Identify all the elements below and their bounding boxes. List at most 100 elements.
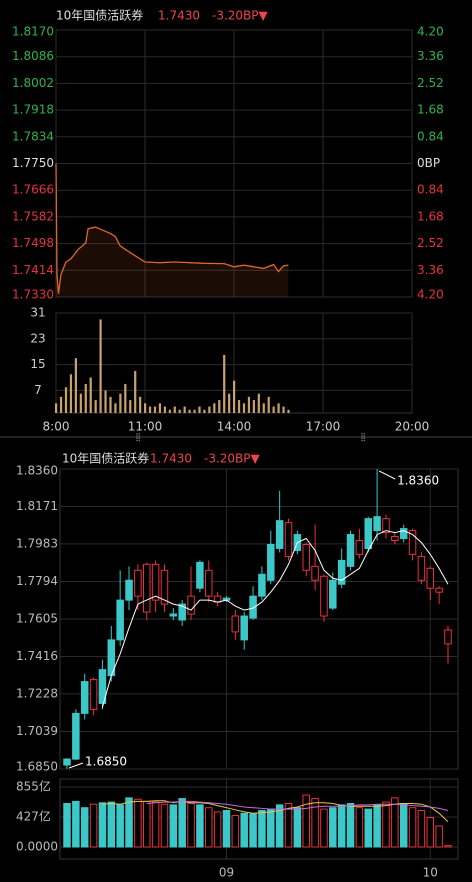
y2-tick-label: 3.36: [417, 49, 444, 63]
x-tick-label: 17:00: [306, 420, 341, 434]
volume-bar: [151, 801, 160, 848]
volume-bar: [64, 387, 68, 413]
candle-body: [178, 603, 186, 621]
volume-bar: [267, 396, 270, 413]
volume-bar: [346, 802, 355, 848]
volume-bar: [79, 393, 82, 413]
candle-body: [169, 613, 178, 617]
y-tick-label: 1.7794: [16, 574, 58, 588]
y2-tick-label: 0.84: [417, 129, 444, 143]
volume-bar: [247, 396, 251, 413]
annotation-arrow: [68, 762, 84, 769]
volume-bar: [293, 807, 302, 848]
volume-bar: [391, 797, 399, 848]
candle-body: [337, 559, 346, 585]
candle-body: [89, 679, 98, 710]
volume-bar: [158, 403, 162, 413]
x-tick-label: 20:00: [395, 420, 430, 434]
candle-body: [187, 595, 195, 615]
price-line: [55, 163, 289, 294]
y-tick-label: 1.7414: [12, 263, 54, 277]
volume-bar: [223, 354, 226, 413]
volume-bar: [129, 400, 132, 413]
y-tick-label: 1.8171: [16, 499, 58, 513]
candle-body: [391, 536, 399, 542]
volume-bar: [94, 400, 97, 413]
change: -3.20BP▼: [204, 452, 261, 466]
candle-body: [267, 543, 275, 581]
candle-body: [205, 569, 213, 597]
drag-handle[interactable]: ⣿: [135, 433, 141, 442]
candle-body: [435, 587, 443, 593]
y-tick-label: 1.7666: [12, 183, 54, 197]
candle-body: [151, 563, 160, 601]
y2-tick-label: 1.68: [417, 209, 444, 223]
candle-body: [275, 520, 284, 549]
y-tick-label: 1.7834: [12, 129, 54, 143]
volume-bar: [231, 814, 240, 848]
x-tick-label: 09: [219, 866, 234, 880]
y-tick-label: 31: [30, 306, 45, 320]
y-tick-label: 1.7750: [12, 156, 54, 170]
title: 10年国债活跃券: [62, 451, 149, 466]
volume-bar: [399, 802, 408, 848]
last-value: 1.7430: [158, 9, 200, 23]
volume-bar: [134, 371, 137, 413]
candle-body: [444, 629, 452, 645]
y-tick-label: 1.8086: [12, 49, 54, 63]
volume-bar: [74, 358, 77, 413]
y-tick-label: 1.7498: [12, 236, 54, 250]
moving-average: [101, 530, 449, 708]
volume-bar: [257, 393, 260, 413]
kvolume-frame: [59, 778, 459, 860]
volume-bar: [252, 400, 255, 413]
y2-tick-label: 1.68: [417, 103, 444, 117]
candle-body: [116, 599, 124, 641]
volume-bar: [55, 403, 58, 413]
y2-tick-label: 4.20: [417, 288, 444, 302]
volume-bar: [168, 409, 171, 413]
volume-bar: [173, 406, 176, 413]
y2-tick-label: 2.52: [417, 76, 444, 90]
y-tick-label: 1.6850: [16, 760, 58, 774]
candle-body: [196, 561, 204, 589]
candle-body: [160, 569, 169, 605]
annotation-arrow: [378, 470, 396, 480]
candle-body: [98, 669, 107, 704]
change: -3.20BP▼: [212, 9, 269, 23]
candle-body: [320, 575, 328, 617]
volume-average: [146, 800, 449, 811]
candle-body: [249, 595, 257, 619]
y-tick-label: 15: [30, 357, 45, 371]
volume-bar: [233, 380, 236, 413]
volume-bar: [89, 377, 92, 413]
candle-body: [346, 534, 355, 567]
drag-handle[interactable]: ⣿: [360, 433, 366, 442]
volume-bar: [148, 406, 152, 413]
y-tick-label: 1.8170: [12, 25, 54, 39]
y-tick-label: 23: [30, 331, 45, 345]
volume-average: [102, 800, 449, 823]
candle-body: [80, 681, 89, 714]
volume-bar: [84, 383, 87, 413]
volume-bar: [382, 801, 390, 848]
volume-bar: [80, 807, 89, 848]
volume-bar: [272, 406, 275, 413]
y-tick-label: 1.7983: [16, 536, 58, 550]
volume-bar: [237, 400, 241, 413]
candle-body: [355, 540, 364, 555]
volume-bar: [282, 406, 285, 413]
volume-bar: [89, 803, 98, 848]
volume-bar: [153, 406, 157, 413]
candle-body: [302, 543, 310, 571]
volume-bar: [320, 808, 328, 848]
volume-bar: [124, 383, 127, 413]
volume-bar: [213, 811, 222, 848]
volume-bar: [444, 845, 452, 848]
volume-bar: [109, 396, 112, 413]
y-tick-label: 1.7039: [16, 724, 58, 738]
candle-body: [231, 615, 240, 633]
volume-bar: [203, 409, 206, 413]
